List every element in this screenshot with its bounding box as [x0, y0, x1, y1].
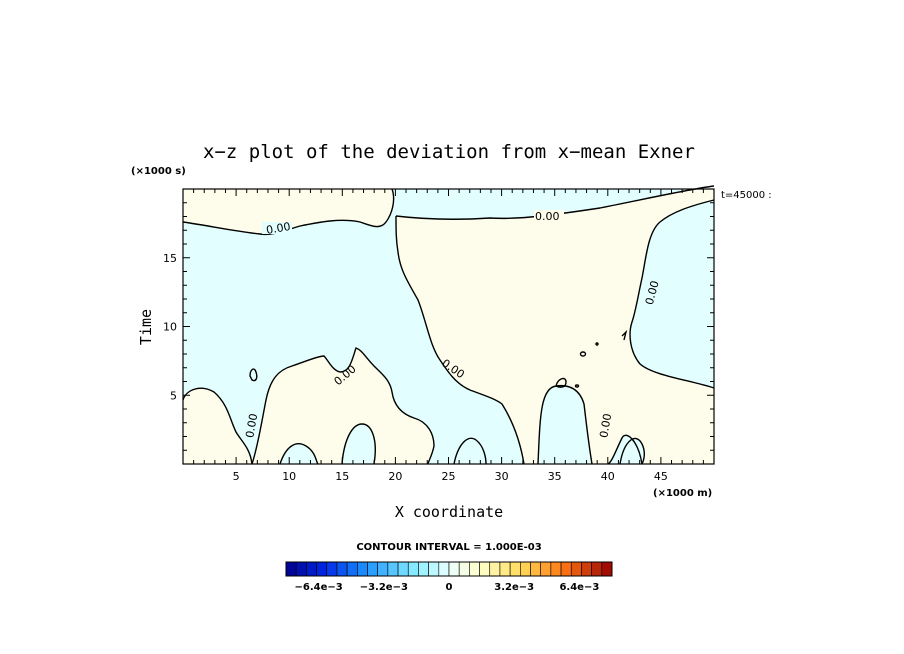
- x-tick-label: 45: [654, 470, 668, 483]
- colorbar-bin: [377, 561, 389, 577]
- x-tick-label: 10: [282, 470, 296, 483]
- x-axis: 5 10 15 20 25 30 35 40 45: [193, 189, 704, 483]
- colorbar-bin: [591, 561, 603, 577]
- colorbar-bin: [581, 561, 592, 577]
- colorbar-bin: [397, 561, 409, 577]
- x-tick-label: 20: [388, 470, 402, 483]
- colorbar-bin: [428, 561, 440, 577]
- positive-regions: [183, 189, 714, 464]
- y-tick-label: 10: [163, 321, 177, 334]
- x-tick-label: 35: [548, 470, 562, 483]
- x-tick-label: 15: [335, 470, 349, 483]
- y-axis-label: Time: [137, 309, 155, 345]
- colorbar-bin: [336, 561, 348, 577]
- colorbar-bin: [499, 561, 511, 577]
- colorbar-bin: [438, 561, 450, 577]
- colorbar: [285, 561, 613, 577]
- colorbar-tick-label: 3.2e−3: [494, 582, 534, 593]
- colorbar-frame: [285, 561, 613, 577]
- contour-label: 0.00: [597, 413, 614, 439]
- contour-label: 0.00: [535, 210, 560, 223]
- colorbar-bin: [520, 561, 531, 577]
- colorbar-bin: [306, 561, 317, 577]
- contour-label: 0.00: [265, 220, 291, 237]
- contour-interval-text: CONTOUR INTERVAL = 1.000E-03: [356, 542, 541, 553]
- colorbar-bin: [387, 561, 399, 577]
- colorbar-bin: [469, 561, 480, 577]
- colorbar-bin: [295, 561, 307, 577]
- x-tick-label: 30: [495, 470, 509, 483]
- colorbar-bin: [367, 561, 378, 577]
- colorbar-tick-label: 0: [446, 582, 453, 593]
- colorbar-bin: [448, 561, 460, 577]
- colorbar-bin: [357, 561, 368, 577]
- y-axis: 5 10 15: [163, 202, 714, 451]
- chart-title: x−z plot of the deviation from x−mean Ex…: [203, 141, 695, 163]
- y-tick-label: 5: [170, 389, 177, 402]
- plot-area: 0.00 0.00 0.00 0.00 0.00 0.00 0.00: [182, 185, 715, 465]
- y-tick-label: 15: [163, 252, 177, 265]
- x-tick-label: 40: [601, 470, 615, 483]
- colorbar-bin: [509, 561, 521, 577]
- colorbar-ticks: −6.4e−3 −3.2e−3 0 3.2e−3 6.4e−3: [294, 582, 599, 593]
- colorbar-bin: [346, 561, 358, 577]
- colorbar-tick-label: −6.4e−3: [294, 582, 342, 593]
- colorbar-bin: [550, 561, 562, 577]
- colorbar-bin: [489, 561, 501, 577]
- colorbar-bin: [601, 561, 613, 577]
- contour-label: 0.00: [243, 413, 260, 439]
- time-label: t=45000 :: [721, 190, 772, 201]
- colorbar-bin: [418, 561, 429, 577]
- colorbar-bin: [479, 561, 491, 577]
- x-axis-label: X coordinate: [395, 503, 503, 521]
- colorbar-bin: [560, 561, 572, 577]
- contour-label: 0.00: [643, 279, 662, 306]
- colorbar-tick-label: −3.2e−3: [360, 582, 408, 593]
- negative-islands: [280, 424, 645, 464]
- colorbar-bin: [407, 561, 419, 577]
- x-tick-label: 5: [233, 470, 240, 483]
- x-tick-label: 25: [442, 470, 456, 483]
- colorbar-bin: [326, 561, 338, 577]
- y-unit-label: (×1000 s): [131, 166, 186, 177]
- colorbar-bin: [285, 561, 297, 577]
- colorbar-bin: [540, 561, 552, 577]
- colorbar-bin: [570, 561, 582, 577]
- colorbar-bin: [458, 561, 470, 577]
- x-unit-label: (×1000 m): [653, 488, 712, 499]
- colorbar-bin: [530, 561, 541, 577]
- colorbar-bin: [316, 561, 328, 577]
- colorbar-tick-label: 6.4e−3: [559, 582, 599, 593]
